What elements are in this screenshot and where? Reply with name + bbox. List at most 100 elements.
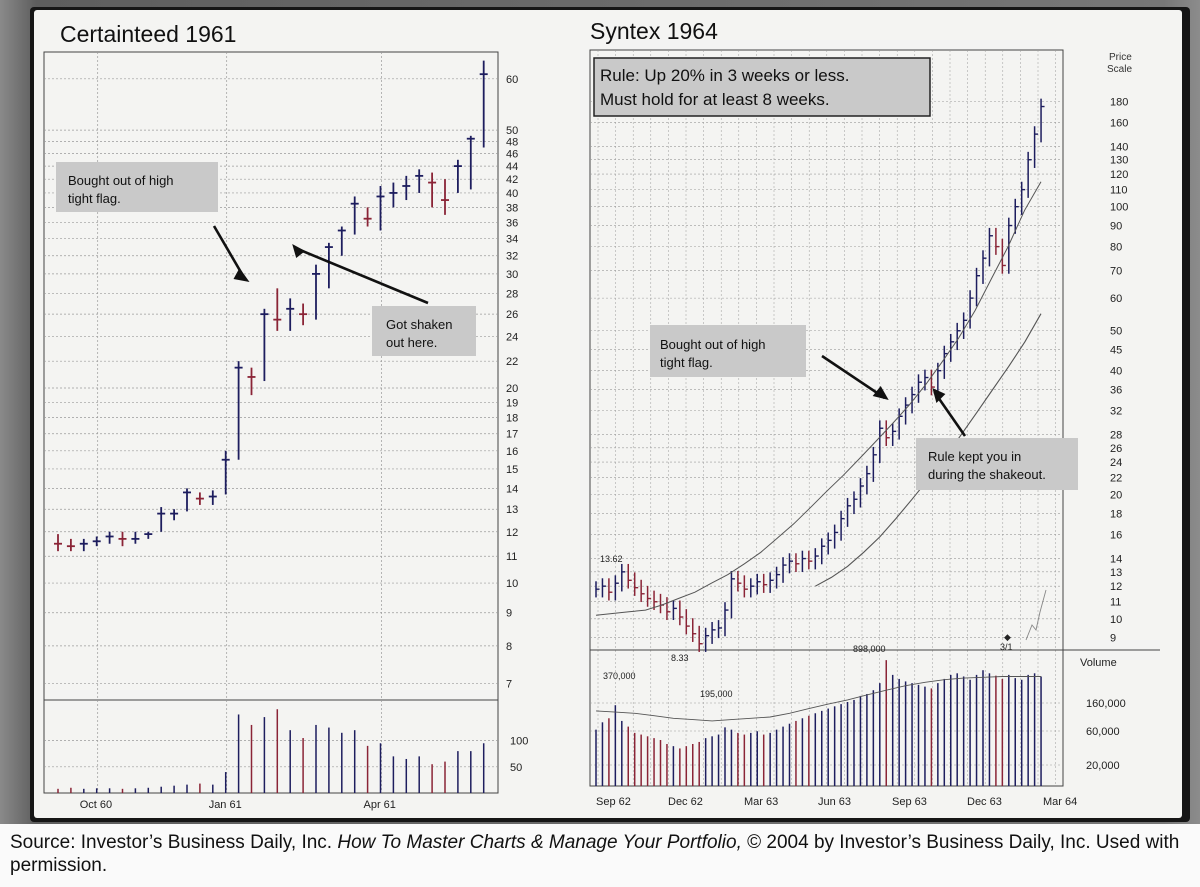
price-tick-label: 60 xyxy=(1110,293,1122,305)
price-tick-label: 46 xyxy=(506,149,518,161)
volume-tick-label: 160,000 xyxy=(1086,698,1126,710)
volume-tick-label: 20,000 xyxy=(1086,760,1120,772)
price-tick-label: 32 xyxy=(1110,406,1122,418)
moving-average-fast xyxy=(595,181,1042,616)
price-tick-label: 10 xyxy=(506,578,518,590)
data-label: 3/1 xyxy=(1000,642,1013,652)
price-tick-label: 19 xyxy=(506,397,518,409)
annotation-shaken: Got shaken out here. xyxy=(292,244,476,356)
volume-tick-label: 50 xyxy=(510,762,522,774)
annotation-box xyxy=(650,325,806,377)
rule-box: Rule: Up 20% in 3 weeks or less. Must hol… xyxy=(593,57,931,117)
price-tick-label: 13 xyxy=(1110,567,1122,579)
annotation-text: Bought out of high xyxy=(68,173,174,188)
price-tick-label: 40 xyxy=(506,188,518,200)
price-tick-label: 18 xyxy=(1110,509,1122,521)
price-tick-label: 13 xyxy=(506,504,518,516)
price-tick-label: 12 xyxy=(506,527,518,539)
x-tick-label: Sep 62 xyxy=(596,796,631,808)
source-caption: Source: Investor’s Business Daily, Inc. … xyxy=(0,824,1200,887)
annotation-text: during the shakeout. xyxy=(928,467,1046,482)
volume-moving-average xyxy=(595,676,1041,722)
annotation-box xyxy=(56,162,218,212)
price-tick-label: 50 xyxy=(1110,326,1122,338)
price-tick-label: 44 xyxy=(506,161,518,173)
rule-text: Rule: Up 20% in 3 weeks or less. xyxy=(600,66,849,85)
price-tick-label: 22 xyxy=(1110,473,1122,485)
price-tick-label: 9 xyxy=(506,608,512,620)
data-label: 8.33 xyxy=(671,653,689,663)
price-tick-label: 8 xyxy=(506,641,512,653)
plot-border xyxy=(43,51,499,794)
data-label: 898,000 xyxy=(853,644,886,654)
data-label-marker: ◆ xyxy=(1004,632,1011,642)
annotation-arrow xyxy=(821,354,886,400)
x-tick-label: Mar 63 xyxy=(744,796,778,808)
price-tick-label: 9 xyxy=(1110,633,1116,645)
x-tick-label: Dec 62 xyxy=(668,796,703,808)
price-tick-label: 10 xyxy=(1110,614,1122,626)
x-tick-label: Apr 61 xyxy=(364,799,396,811)
price-tick-label: 15 xyxy=(506,464,518,476)
price-tick-label: 180 xyxy=(1110,96,1128,108)
price-tick-label: 28 xyxy=(506,288,518,300)
price-tick-label: 7 xyxy=(506,678,512,690)
annotation-text: tight flag. xyxy=(660,355,713,370)
charts-figure: Certainteed 1961 78910111213141516171819… xyxy=(43,18,1160,811)
price-tick-label: 80 xyxy=(1110,242,1122,254)
price-tick-label: 140 xyxy=(1110,141,1128,153)
price-tick-label: 14 xyxy=(1110,554,1122,566)
price-tick-label: 20 xyxy=(506,383,518,395)
annotation-text: Got shaken xyxy=(386,317,453,332)
price-tick-label: 50 xyxy=(506,125,518,137)
price-tick-label: 26 xyxy=(1110,443,1122,455)
price-tick-label: 28 xyxy=(1110,430,1122,442)
caption-book-title: How To Master Charts & Manage Your Portf… xyxy=(337,832,742,853)
data-label: 195,000 xyxy=(700,689,733,699)
volume-label: Volume xyxy=(1080,657,1117,669)
price-tick-label: 36 xyxy=(1110,385,1122,397)
annotation-text: Rule kept you in xyxy=(928,449,1021,464)
price-tick-label: 32 xyxy=(506,251,518,263)
price-tick-label: 38 xyxy=(506,202,518,214)
price-tick-label: 45 xyxy=(1110,345,1122,357)
annotation-rule-kept: Rule kept you in during the shakeout. xyxy=(916,388,1078,490)
x-tick-label: Mar 64 xyxy=(1043,796,1077,808)
annotation-text: tight flag. xyxy=(68,191,121,206)
price-tick-label: 22 xyxy=(506,356,518,368)
price-tick-label: 17 xyxy=(506,429,518,441)
arrowhead xyxy=(292,244,306,258)
price-tick-label: 110 xyxy=(1110,185,1128,197)
price-tick-label: 160 xyxy=(1110,118,1128,130)
price-tick-label: 70 xyxy=(1110,266,1122,278)
price-tick-label: 60 xyxy=(506,74,518,86)
annotation-text: Bought out of high xyxy=(660,337,766,352)
price-tick-label: 20 xyxy=(1110,490,1122,502)
arrowhead xyxy=(932,388,946,403)
data-label: 370,000 xyxy=(603,671,636,681)
plot-border xyxy=(589,49,1064,787)
annotation-bought: Bought out of high tight flag. xyxy=(650,325,889,400)
price-tick-label: 90 xyxy=(1110,221,1122,233)
caption-prefix: Source: Investor’s Business Daily, Inc. xyxy=(10,832,338,853)
chart-title: Certainteed 1961 xyxy=(60,21,236,47)
price-tick-label: 48 xyxy=(506,137,518,149)
price-tick-label: 16 xyxy=(1110,530,1122,542)
price-tick-label: 42 xyxy=(506,174,518,186)
price-scale-label: Price xyxy=(1109,52,1132,63)
price-tick-label: 30 xyxy=(506,269,518,281)
arrowhead xyxy=(872,386,889,400)
price-tick-label: 18 xyxy=(506,413,518,425)
price-tick-label: 40 xyxy=(1110,366,1122,378)
x-tick-label: Dec 63 xyxy=(967,796,1002,808)
price-tick-label: 24 xyxy=(1110,457,1122,469)
price-tick-label: 14 xyxy=(506,483,518,495)
volume-tick-label: 100 xyxy=(510,736,528,748)
annotation-arrow xyxy=(294,246,429,305)
price-tick-label: 120 xyxy=(1110,169,1128,181)
price-tick-label: 26 xyxy=(506,309,518,321)
arrowhead xyxy=(233,268,250,282)
price-tick-label: 24 xyxy=(506,332,518,344)
caption-suffix: © 2004 by Investor’s Business Daily, Inc… xyxy=(10,832,1180,876)
x-tick-label: Sep 63 xyxy=(892,796,927,808)
